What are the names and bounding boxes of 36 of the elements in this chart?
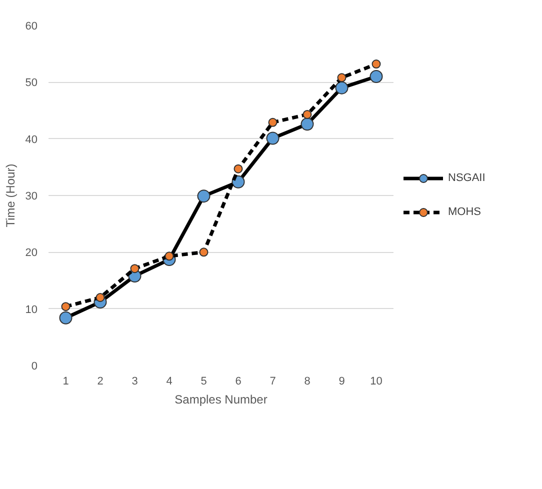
y-tick-label: 40 bbox=[25, 134, 38, 146]
point bbox=[96, 293, 105, 302]
point bbox=[61, 302, 70, 312]
legend-label: MOHS bbox=[448, 206, 481, 218]
x-tick-label: 1 bbox=[62, 376, 69, 388]
x-tick-label: 4 bbox=[166, 376, 172, 388]
legend-label: NSGAII bbox=[448, 172, 486, 184]
point bbox=[130, 264, 140, 274]
x-tick-label: 10 bbox=[370, 376, 382, 388]
x-tick-label: 9 bbox=[338, 376, 345, 388]
point bbox=[234, 164, 243, 174]
point bbox=[372, 60, 381, 69]
x-tick-label: 5 bbox=[200, 376, 207, 388]
point bbox=[300, 118, 314, 131]
y-tick-label: 30 bbox=[25, 190, 38, 202]
y-axis-title: Time (Hour) bbox=[3, 164, 18, 228]
y-tick-label: 10 bbox=[25, 304, 38, 316]
x-tick-label: 8 bbox=[304, 376, 310, 388]
x-tick-label: 6 bbox=[235, 376, 242, 388]
point bbox=[337, 73, 346, 82]
y-tick-label: 20 bbox=[25, 247, 38, 260]
point bbox=[370, 70, 383, 83]
y-tick-label: 60 bbox=[25, 20, 38, 32]
x-axis-title: Samples Number bbox=[174, 392, 268, 406]
x-tick-label: 3 bbox=[132, 376, 138, 388]
point bbox=[266, 132, 280, 145]
point bbox=[59, 311, 72, 324]
y-tick-label: 50 bbox=[25, 77, 38, 90]
y-tick-label: 0 bbox=[31, 360, 38, 372]
x-tick-label: 2 bbox=[97, 376, 104, 388]
point bbox=[199, 248, 208, 257]
x-tick-label: 7 bbox=[270, 376, 276, 388]
point bbox=[197, 190, 210, 203]
point bbox=[335, 81, 348, 94]
point bbox=[268, 118, 278, 127]
point bbox=[302, 110, 312, 119]
